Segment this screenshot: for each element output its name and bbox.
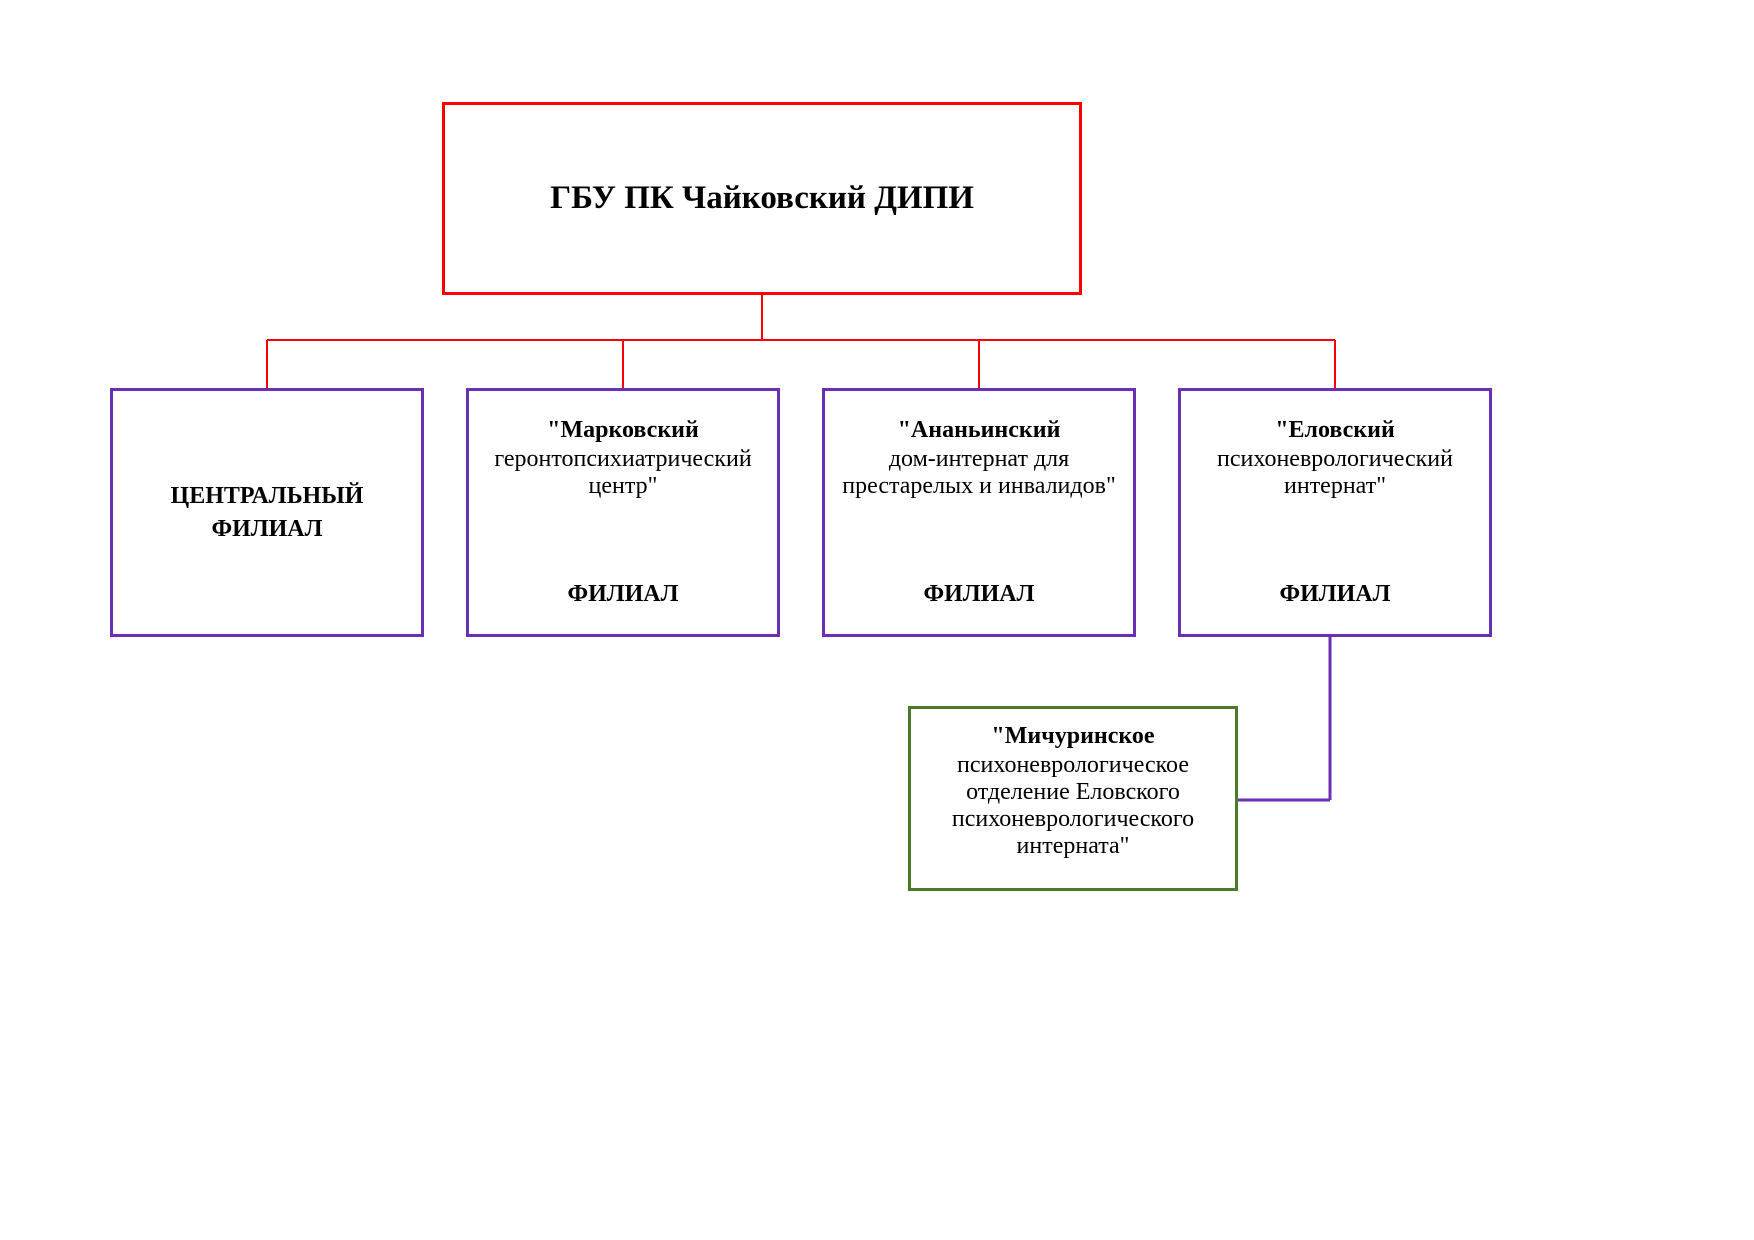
root-title: ГБУ ПК Чайковский ДИПИ	[550, 180, 974, 217]
branch-footer: ФИЛИАЛ	[1279, 581, 1390, 608]
subbranch-title: "Мичуринское	[991, 723, 1154, 749]
branch-footer: ФИЛИАЛ	[923, 581, 1034, 608]
root-node: ГБУ ПК Чайковский ДИПИ	[442, 102, 1082, 295]
branch-subtitle: психоневрологический интернат"	[1195, 446, 1475, 500]
branch-node-central: ЦЕНТРАЛЬНЫЙ ФИЛИАЛ	[110, 388, 424, 637]
branch-title: "Еловский	[1275, 417, 1395, 444]
subbranch-node: "Мичуринское психоневрологическое отделе…	[908, 706, 1238, 891]
branch-node-ananinsky: "Ананьинскийдом-интернат для престарелых…	[822, 388, 1136, 637]
branch-node-markovsky: "Марковскийгеронтопсихиатрический центр"…	[466, 388, 780, 637]
branch-title: "Ананьинский	[898, 417, 1061, 444]
branch-title: ЦЕНТРАЛЬНЫЙ ФИЛИАЛ	[127, 480, 407, 545]
org-chart-stage: ГБУ ПК Чайковский ДИПИ ЦЕНТРАЛЬНЫЙ ФИЛИА…	[0, 0, 1754, 1240]
branch-subtitle: геронтопсихиатрический центр"	[483, 446, 763, 500]
branch-title: "Марковский	[547, 417, 699, 444]
subbranch-subtitle: психоневрологическое отделение Еловского…	[925, 752, 1221, 860]
branch-subtitle: дом-интернат для престарелых и инвалидов…	[839, 446, 1119, 500]
branch-node-elovsky: "Еловскийпсихоневрологический интернат" Ф…	[1178, 388, 1492, 637]
branch-footer: ФИЛИАЛ	[567, 581, 678, 608]
